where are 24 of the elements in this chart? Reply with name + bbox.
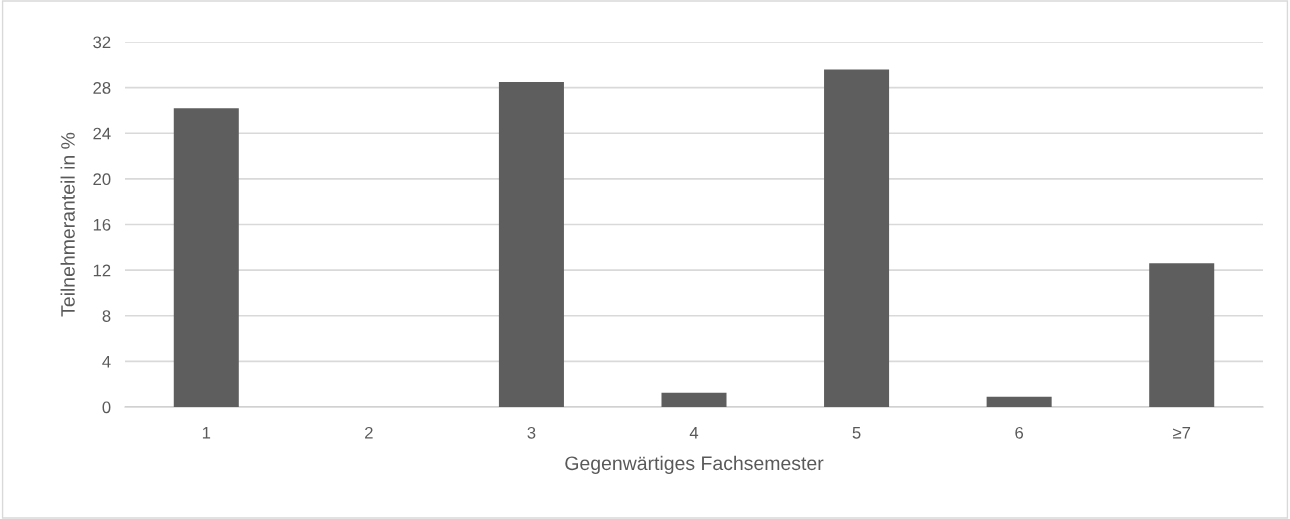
x-tick-label: 2 [365,426,373,439]
x-tick-label: ≥7 [1173,427,1191,439]
x-tick-label: 3 [527,426,536,439]
bar [1149,263,1215,407]
y-tick-label: 20 [93,173,111,186]
y-tick-label: 8 [102,310,111,322]
y-tick-label: 16 [93,218,111,231]
bar [173,108,239,407]
y-tick-label: 24 [93,127,111,140]
bar [824,69,890,407]
bar [661,392,727,407]
bar [498,81,564,407]
x-tick-label: 6 [1015,426,1024,439]
y-tick-label: 12 [93,264,111,277]
y-tick-label: 28 [93,82,111,94]
y-tick-label: 4 [102,355,111,368]
y-axis-title: Teilnehmeranteil in % [60,132,75,317]
x-axis-title: Gegenwärtiges Fachsemester [565,455,824,474]
x-tick-label: 5 [852,427,861,439]
x-tick-label: 1 [202,427,211,439]
y-tick-label: 32 [93,36,111,49]
y-tick-label: 0 [102,401,111,414]
bar [986,396,1052,407]
x-tick-label: 4 [689,427,699,439]
